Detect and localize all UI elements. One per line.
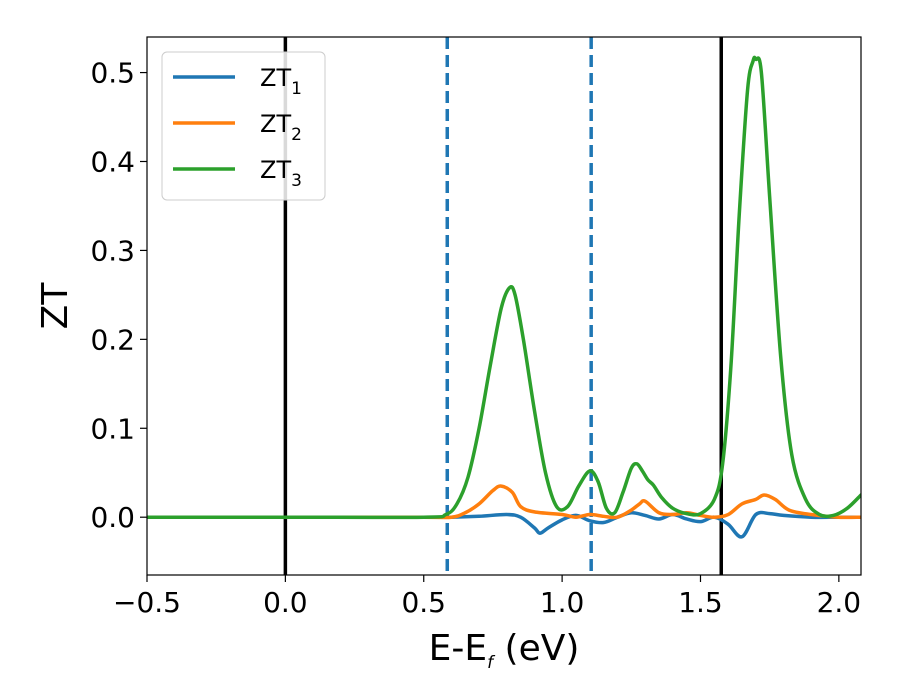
legend-label-3: ZT3 [260,156,302,191]
x-axis-title-main: E-E [429,628,487,669]
x-axis-title: E-Ef (eV) [429,628,580,673]
legend: ZT1 ZT2 ZT3 [161,51,326,201]
x-axis-title-sub: f [487,653,496,673]
plot-frame [146,36,862,576]
legend-box [161,51,326,201]
x-tick-label: 1.0 [540,586,585,619]
x-axis-title-unit: (eV) [493,628,579,669]
y-tick-label: 0.0 [90,501,135,534]
x-tick-label: 0.5 [401,586,446,619]
series-lines [147,55,861,539]
y-axis-ticks: 0.0 0.1 0.2 0.3 0.4 0.5 [90,57,147,534]
x-tick-label: 1.5 [678,586,723,619]
x-tick-label: −0.5 [113,586,181,619]
x-axis-ticks: −0.5 0.0 0.5 1.0 1.5 2.0 [113,575,861,619]
x-tick-label: 0.0 [263,586,308,619]
legend-label-2: ZT2 [260,110,302,145]
y-tick-label: 0.1 [90,412,135,445]
y-tick-label: 0.4 [90,145,135,178]
y-axis-title: ZT [35,282,76,330]
y-tick-label: 0.2 [90,323,135,356]
series-line-3 [147,55,861,520]
y-tick-label: 0.5 [90,57,135,90]
y-tick-label: 0.3 [90,234,135,267]
x-tick-label: 2.0 [817,586,862,619]
series-line-2 [147,484,861,520]
legend-label-1: ZT1 [260,64,302,99]
